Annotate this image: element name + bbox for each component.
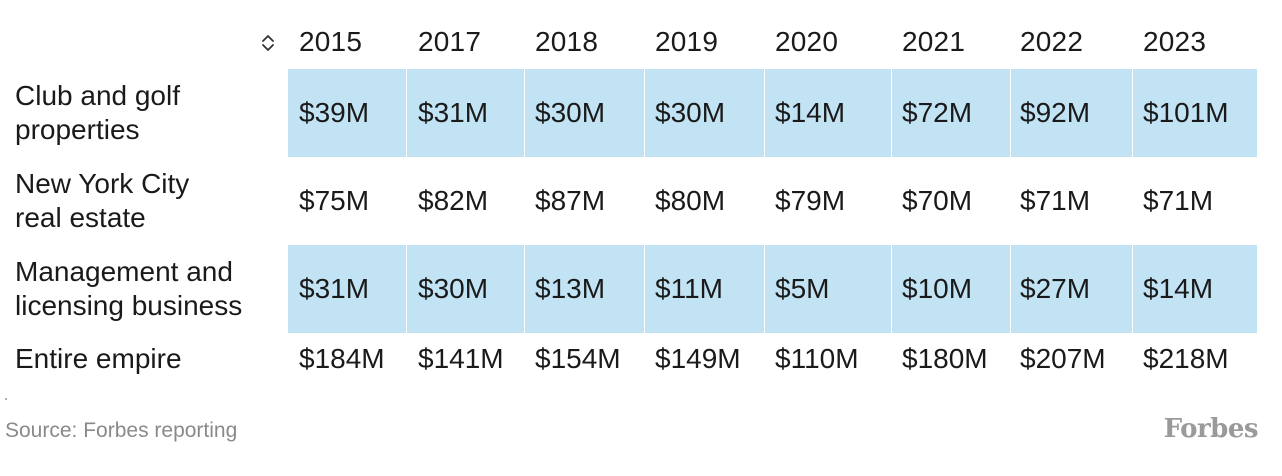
table-cell: $5M — [775, 273, 830, 304]
row-label-line: real estate — [15, 202, 146, 233]
sort-toggle-icon[interactable] — [259, 32, 277, 54]
row-label-line: licensing business — [15, 290, 243, 321]
row-highlight-band — [288, 69, 1257, 157]
table-cell: $180M — [902, 343, 988, 374]
column-separator — [891, 245, 892, 333]
table-cell: $184M — [299, 343, 385, 374]
column-header-2021: 2021 — [902, 26, 966, 57]
row-label-line: Management and — [15, 256, 233, 287]
column-separator — [524, 69, 525, 157]
table-cell: $14M — [1143, 273, 1214, 304]
table-cell: $31M — [418, 97, 489, 128]
column-separator — [764, 245, 765, 333]
sort-chevrons-icon — [262, 35, 274, 51]
table-cell: $87M — [535, 185, 606, 216]
column-header-2018: 2018 — [535, 26, 599, 57]
table-cell: $154M — [535, 343, 621, 374]
table-cell: $80M — [655, 185, 726, 216]
column-separator — [764, 69, 765, 157]
row-label-line: Club and golf — [15, 80, 181, 111]
table-cell: $27M — [1020, 273, 1091, 304]
column-separator — [524, 245, 525, 333]
table-cell: $14M — [775, 97, 846, 128]
row-label: New York City real estate — [15, 167, 189, 235]
table-cell: $31M — [299, 273, 370, 304]
table-cell: $71M — [1143, 185, 1214, 216]
row-highlight-band — [288, 245, 1257, 333]
table-cell: $70M — [902, 185, 973, 216]
row-label-line: Entire empire — [15, 343, 182, 374]
column-separator — [891, 69, 892, 157]
table-cell: $13M — [535, 273, 606, 304]
table-cell: $72M — [902, 97, 973, 128]
column-header-2019: 2019 — [655, 26, 719, 57]
table-cell: $82M — [418, 185, 489, 216]
table-cell: $11M — [655, 273, 723, 304]
row-label: Club and golf properties — [15, 79, 180, 147]
table-cell: $92M — [1020, 97, 1091, 128]
table-cell: $39M — [299, 97, 370, 128]
table-cell: $110M — [775, 343, 859, 374]
column-header-2023: 2023 — [1143, 26, 1207, 57]
column-separator — [1010, 245, 1011, 333]
table-cell: $141M — [418, 343, 504, 374]
row-label-line: properties — [15, 114, 140, 145]
separator-dot — [5, 398, 7, 400]
column-header-2015: 2015 — [299, 26, 363, 57]
table-cell: $101M — [1143, 97, 1229, 128]
table-cell: $30M — [535, 97, 606, 128]
row-label-line: New York City — [15, 168, 190, 199]
row-label: Management and licensing business — [15, 255, 242, 323]
table-cell: $149M — [655, 343, 741, 374]
table-cell: $79M — [775, 185, 846, 216]
column-separator — [1010, 69, 1011, 157]
column-separator — [644, 245, 645, 333]
column-separator — [1132, 69, 1133, 157]
table-cell: $218M — [1143, 343, 1229, 374]
table-cell: $71M — [1020, 185, 1091, 216]
column-separator — [1132, 245, 1133, 333]
table-cell: $10M — [902, 273, 973, 304]
table-cell: $75M — [299, 185, 370, 216]
column-separator — [406, 69, 407, 157]
column-header-2022: 2022 — [1020, 26, 1084, 57]
forbes-logo: Forbes — [1163, 414, 1259, 444]
column-header-2017: 2017 — [418, 26, 482, 57]
table-cell: $30M — [418, 273, 489, 304]
table-cell: $207M — [1020, 343, 1106, 374]
source-note: Source: Forbes reporting — [5, 419, 238, 442]
column-header-2020: 2020 — [775, 26, 839, 57]
table-cell: $30M — [655, 97, 726, 128]
column-separator — [406, 245, 407, 333]
row-label: Entire empire — [15, 342, 182, 376]
column-separator — [644, 69, 645, 157]
